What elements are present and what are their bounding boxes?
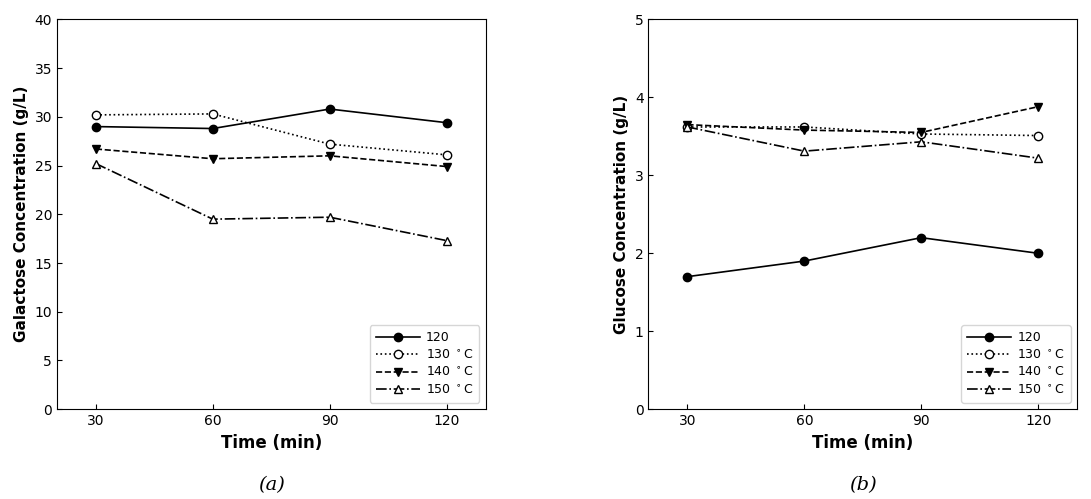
Y-axis label: Glucose Concentration (g/L): Glucose Concentration (g/L) [614,95,630,334]
X-axis label: Time (min): Time (min) [220,434,322,452]
X-axis label: Time (min): Time (min) [812,434,913,452]
Legend: 120, 130 $^\circ$C, 140 $^\circ$C, 150 $^\circ$C: 120, 130 $^\circ$C, 140 $^\circ$C, 150 $… [961,325,1071,403]
Legend: 120, 130 $^\circ$C, 140 $^\circ$C, 150 $^\circ$C: 120, 130 $^\circ$C, 140 $^\circ$C, 150 $… [370,325,479,403]
Y-axis label: Galactose Concentration (g/L): Galactose Concentration (g/L) [14,86,28,342]
Text: (a): (a) [257,476,285,494]
Text: (b): (b) [849,476,877,494]
